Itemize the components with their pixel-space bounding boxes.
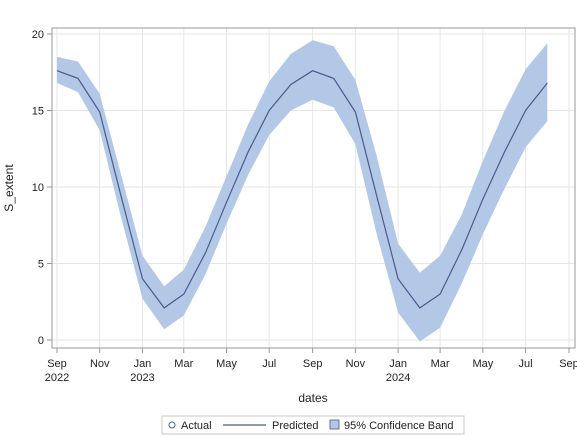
x-tick-label: Jan [389, 358, 407, 370]
legend-frame [161, 415, 465, 435]
y-tick-label: 0 [38, 335, 44, 347]
x-tick-label: May [472, 358, 493, 370]
x-tick-year-label: 2024 [386, 372, 410, 384]
x-tick-label: Jul [262, 358, 276, 370]
x-tick-label: Sep [47, 358, 67, 370]
axes [51, 27, 576, 349]
predicted-series-line [56, 70, 548, 309]
y-tick-label: 10 [32, 182, 44, 194]
x-tick-label: Jul [519, 358, 533, 370]
x-tick-label: Nov [90, 358, 110, 370]
x-tick-label: Sep [303, 358, 323, 370]
x-axis-label: dates [298, 391, 327, 405]
confidence-band-layer [57, 40, 548, 342]
y-axis-label: S_extent [2, 164, 16, 212]
y-axis-ticks: 0 5 10 15 20 [32, 29, 52, 347]
confidence-band-icon [329, 419, 340, 430]
predicted-line-layer [56, 70, 548, 309]
x-tick-label: May [216, 358, 237, 370]
legend-predicted-label: Predicted [272, 420, 318, 432]
confidence-band [57, 40, 548, 342]
y-tick-label: 5 [38, 259, 44, 271]
y-tick-label: 15 [32, 106, 44, 118]
y-tick-label: 20 [32, 29, 44, 41]
x-tick-year-label: 2023 [130, 372, 154, 384]
legend-actual-label: Actual [181, 420, 212, 432]
actual-marker-icon [168, 421, 176, 429]
x-tick-label: Jan [134, 358, 152, 370]
x-tick-label: Mar [174, 358, 193, 370]
legend-band-label: 95% Confidence Band [344, 420, 453, 432]
x-axis-ticks: Sep 2022 Nov Jan 2023 Mar May Jul Sep Nov Jan 2024 M… [45, 348, 577, 384]
x-tick-label: Sep [559, 358, 577, 370]
x-tick-year-label: 2022 [45, 372, 69, 384]
x-tick-label: Mar [431, 358, 450, 370]
x-tick-label: Nov [346, 358, 366, 370]
legend: Actual Predicted 95% Confidence Band [161, 415, 465, 435]
plot-frame [51, 27, 576, 349]
